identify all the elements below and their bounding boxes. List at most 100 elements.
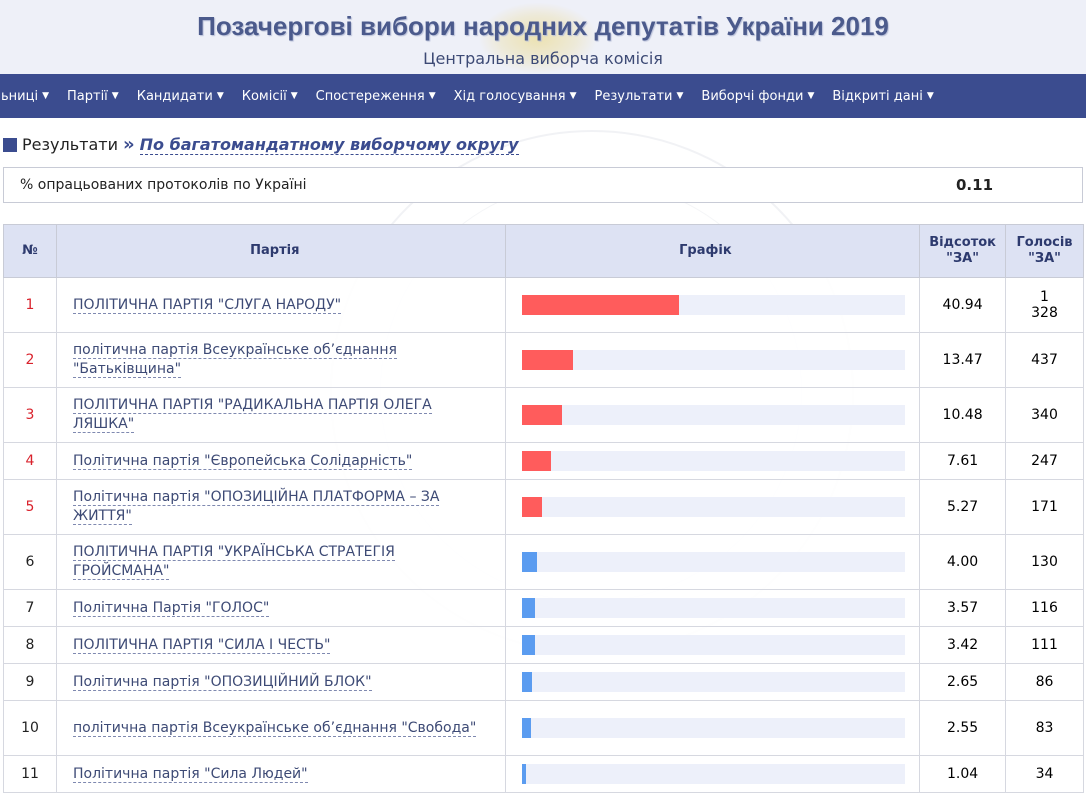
party-link[interactable]: Політична партія "Сила Людей" [72, 765, 308, 783]
nav-item[interactable]: Виборчі фонди ▼ [692, 89, 823, 104]
row-number: 2 [3, 332, 57, 388]
nav-item[interactable]: ьниці ▼ [0, 89, 58, 104]
bar-track [521, 552, 906, 572]
party-link[interactable]: ПОЛІТИЧНА ПАРТІЯ "СИЛА І ЧЕСТЬ" [72, 636, 331, 654]
bar-fill [521, 635, 535, 655]
graph-cell [504, 387, 921, 443]
votes-value-text: 111 [1031, 637, 1058, 653]
nav-item-label: Комісії [241, 88, 287, 104]
party-cell: політична партія Всеукраїнське об’єднанн… [55, 332, 506, 388]
nav-item-label: Спостереження [315, 88, 425, 104]
processed-value: 0.11 [956, 176, 994, 194]
bar-track [521, 451, 906, 471]
bar-fill [521, 451, 551, 471]
percent-value: 5.27 [919, 479, 1006, 535]
votes-value-text: 171 [1031, 499, 1058, 515]
votes-value-text: 247 [1031, 453, 1058, 469]
bar-track [521, 295, 906, 315]
party-link[interactable]: ПОЛІТИЧНА ПАРТІЯ "УКРАЇНСЬКА СТРАТЕГІЯ Г… [72, 544, 395, 580]
votes-value: 247 [1005, 442, 1084, 480]
percent-value: 2.65 [919, 663, 1006, 701]
table-row: 7 Політична Партія "ГОЛОС" 3.57 116 [3, 589, 1084, 627]
party-cell: ПОЛІТИЧНА ПАРТІЯ "РАДИКАЛЬНА ПАРТІЯ ОЛЕГ… [55, 387, 506, 443]
votes-value-text: 86 [1035, 674, 1054, 690]
breadcrumb: Результати » По багатомандатному виборчо… [3, 134, 519, 155]
row-number: 10 [3, 700, 57, 756]
party-cell: політична партія Всеукраїнське об’єднанн… [55, 700, 506, 756]
bar-track [521, 405, 906, 425]
nav-item[interactable]: Кандидати ▼ [128, 89, 233, 104]
row-number: 1 [3, 277, 57, 333]
votes-value-text: 130 [1031, 554, 1058, 570]
nav-item[interactable]: Комісії ▼ [233, 89, 307, 104]
graph-cell [504, 534, 921, 590]
graph-cell [504, 442, 921, 480]
caret-down-icon: ▼ [926, 91, 934, 101]
bar-fill [521, 350, 574, 370]
table-header-row: № Партія Графік Відсоток "ЗА" Голосів "З… [3, 224, 1084, 278]
party-link[interactable]: ПОЛІТИЧНА ПАРТІЯ "РАДИКАЛЬНА ПАРТІЯ ОЛЕГ… [72, 397, 432, 433]
bar-fill [521, 764, 526, 784]
caret-down-icon: ▼ [111, 91, 119, 101]
bar-fill [521, 552, 537, 572]
bar-track [521, 350, 906, 370]
nav-item[interactable]: Спостереження ▼ [307, 89, 445, 104]
trident-emblem-icon [478, 2, 598, 74]
breadcrumb-root[interactable]: Результати [22, 135, 118, 154]
table-row: 3 ПОЛІТИЧНА ПАРТІЯ "РАДИКАЛЬНА ПАРТІЯ ОЛЕ… [3, 387, 1084, 443]
row-number: 5 [3, 479, 57, 535]
square-bullet-icon [3, 137, 17, 152]
votes-value: 111 [1005, 626, 1084, 664]
nav-item[interactable]: Результати ▼ [586, 89, 693, 104]
nav-item[interactable]: Хід голосування ▼ [445, 89, 586, 104]
col-header-percent: Відсоток "ЗА" [919, 224, 1006, 278]
bar-fill [521, 497, 542, 517]
table-row: 10 політична партія Всеукраїнське об’єдна… [3, 700, 1084, 756]
votes-value-text: 83 [1035, 720, 1054, 736]
col-header-votes-label: Голосів "ЗА" [1016, 235, 1073, 266]
votes-value: 437 [1005, 332, 1084, 388]
party-link[interactable]: політична партія Всеукраїнське об’єднанн… [72, 342, 397, 378]
percent-value: 7.61 [919, 442, 1006, 480]
col-header-votes: Голосів "ЗА" [1005, 224, 1084, 278]
votes-value-text: 1 328 [1031, 289, 1058, 321]
party-link[interactable]: Політична партія "Європейська Солідарніс… [72, 452, 413, 470]
votes-value-text: 34 [1035, 766, 1054, 782]
percent-value: 2.55 [919, 700, 1006, 756]
nav-item[interactable]: Партії ▼ [58, 89, 128, 104]
party-link[interactable]: Політична Партія "ГОЛОС" [72, 599, 270, 617]
nav-item[interactable]: Відкриті дані ▼ [823, 89, 942, 104]
party-link[interactable]: ПОЛІТИЧНА ПАРТІЯ "СЛУГА НАРОДУ" [72, 296, 342, 314]
party-link[interactable]: політична партія Всеукраїнське об’єднанн… [72, 719, 477, 737]
graph-cell [504, 626, 921, 664]
percent-value: 3.42 [919, 626, 1006, 664]
table-row: 9 Політична партія "ОПОЗИЦІЙНИЙ БЛОК" 2.65… [3, 663, 1084, 701]
graph-cell [504, 332, 921, 388]
party-cell: ПОЛІТИЧНА ПАРТІЯ "СИЛА І ЧЕСТЬ" [55, 626, 506, 664]
processed-protocols-box: % опрацьованих протоколів по Україні 0.1… [3, 167, 1083, 203]
nav-item-label: Кандидати [136, 88, 213, 104]
main-navbar: ьниці ▼ Партії ▼ Кандидати ▼ Комісії ▼ Спостереж… [0, 74, 1086, 118]
breadcrumb-current-link[interactable]: По багатомандатному виборчому округу [139, 134, 519, 155]
bar-track [521, 497, 906, 517]
votes-value: 171 [1005, 479, 1084, 535]
party-cell: Політична Партія "ГОЛОС" [55, 589, 506, 627]
row-number: 8 [3, 626, 57, 664]
caret-down-icon: ▼ [428, 91, 436, 101]
bar-track [521, 598, 906, 618]
nav-item-label: Виборчі фонди [701, 88, 804, 104]
party-link[interactable]: Політична партія "ОПОЗИЦІЙНА ПЛАТФОРМА –… [72, 489, 440, 525]
percent-value: 3.57 [919, 589, 1006, 627]
graph-cell [504, 589, 921, 627]
votes-value-text: 116 [1031, 600, 1058, 616]
caret-down-icon: ▼ [807, 91, 815, 101]
party-cell: Політична партія "ОПОЗИЦІЙНИЙ БЛОК" [55, 663, 506, 701]
caret-down-icon: ▼ [676, 91, 684, 101]
nav-item-label: Результати [594, 88, 673, 104]
party-link[interactable]: Політична партія "ОПОЗИЦІЙНИЙ БЛОК" [72, 673, 372, 691]
col-header-party: Партія [55, 224, 506, 278]
bar-track [521, 764, 906, 784]
bar-track [521, 718, 906, 738]
nav-item-label: Відкриті дані [832, 88, 923, 104]
col-header-percent-label: Відсоток "ЗА" [929, 235, 996, 266]
